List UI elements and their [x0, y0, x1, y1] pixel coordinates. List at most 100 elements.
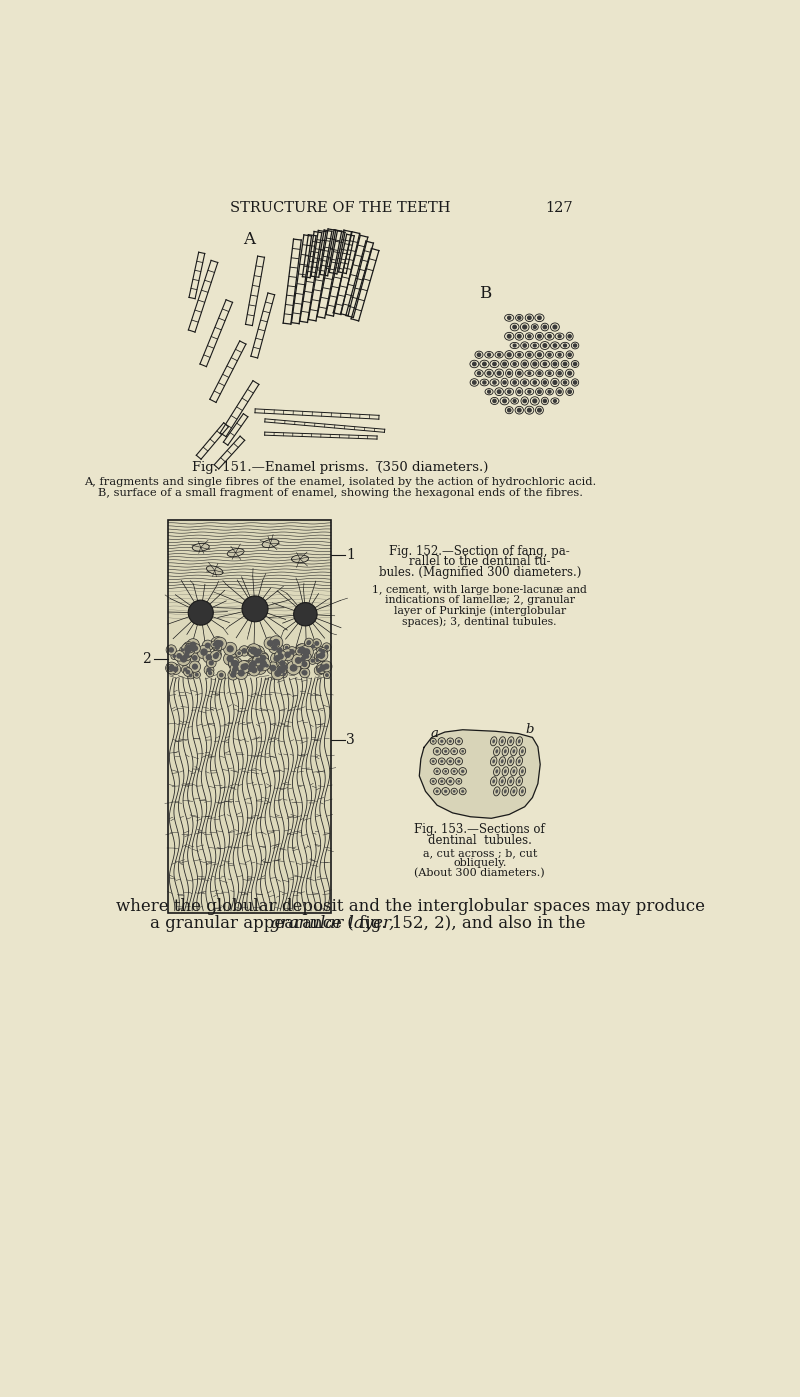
Circle shape	[214, 644, 222, 651]
Circle shape	[574, 362, 577, 366]
Ellipse shape	[504, 770, 506, 774]
Circle shape	[187, 645, 192, 651]
Circle shape	[455, 738, 462, 745]
Circle shape	[242, 597, 268, 622]
Circle shape	[300, 668, 310, 678]
Circle shape	[438, 778, 445, 785]
Circle shape	[270, 665, 276, 672]
Ellipse shape	[516, 777, 522, 787]
Circle shape	[200, 648, 208, 655]
Circle shape	[548, 353, 551, 356]
Circle shape	[482, 362, 486, 366]
Circle shape	[251, 666, 258, 673]
Ellipse shape	[518, 780, 521, 784]
Circle shape	[240, 664, 247, 671]
Circle shape	[548, 390, 551, 393]
Circle shape	[518, 353, 521, 356]
Circle shape	[498, 390, 501, 394]
Circle shape	[248, 648, 252, 652]
Circle shape	[533, 381, 537, 384]
Circle shape	[478, 372, 481, 374]
Circle shape	[211, 641, 218, 648]
Circle shape	[487, 353, 490, 356]
Circle shape	[312, 638, 322, 648]
Circle shape	[226, 655, 234, 662]
Text: 1: 1	[346, 548, 355, 562]
Circle shape	[534, 326, 536, 328]
Circle shape	[180, 647, 186, 652]
Circle shape	[267, 662, 279, 675]
Text: a granular appearance (: a granular appearance (	[150, 915, 354, 932]
Circle shape	[277, 658, 288, 669]
Circle shape	[280, 661, 284, 665]
Ellipse shape	[494, 767, 500, 775]
Circle shape	[488, 390, 490, 393]
Circle shape	[473, 362, 476, 366]
Circle shape	[206, 658, 216, 668]
Circle shape	[187, 638, 199, 651]
Circle shape	[543, 344, 546, 348]
Circle shape	[182, 665, 190, 673]
Text: A, fragments and single fibres of the enamel, isolated by the action of hydrochl: A, fragments and single fibres of the en…	[84, 476, 596, 486]
Circle shape	[298, 650, 302, 654]
Circle shape	[483, 381, 486, 384]
Circle shape	[513, 381, 516, 384]
Circle shape	[558, 335, 561, 338]
Circle shape	[507, 408, 511, 412]
Circle shape	[434, 788, 441, 795]
Circle shape	[284, 651, 291, 658]
Circle shape	[498, 353, 501, 356]
Circle shape	[269, 643, 280, 654]
Circle shape	[182, 652, 189, 659]
Circle shape	[322, 643, 331, 651]
Circle shape	[254, 651, 260, 657]
Circle shape	[523, 400, 526, 402]
Circle shape	[214, 637, 226, 650]
Ellipse shape	[499, 736, 506, 746]
Circle shape	[214, 640, 222, 647]
Ellipse shape	[504, 749, 506, 753]
Circle shape	[438, 738, 446, 745]
Circle shape	[277, 666, 284, 673]
Circle shape	[543, 362, 546, 366]
Text: 127: 127	[545, 201, 573, 215]
Ellipse shape	[502, 787, 509, 796]
Ellipse shape	[513, 749, 515, 753]
Circle shape	[453, 770, 456, 773]
Circle shape	[548, 372, 551, 374]
Text: granular layer,: granular layer,	[270, 915, 395, 932]
Circle shape	[234, 666, 248, 679]
Bar	[168, 520, 331, 914]
Circle shape	[232, 669, 237, 675]
Circle shape	[282, 648, 294, 661]
Circle shape	[473, 381, 476, 384]
Circle shape	[440, 780, 443, 782]
Circle shape	[282, 665, 288, 671]
Circle shape	[493, 381, 496, 384]
Text: a: a	[431, 726, 438, 740]
Text: indications of lamellæ; 2, granular: indications of lamellæ; 2, granular	[385, 595, 574, 605]
Circle shape	[554, 344, 557, 348]
Circle shape	[318, 652, 326, 658]
Circle shape	[434, 747, 441, 756]
Circle shape	[450, 747, 458, 754]
Circle shape	[502, 362, 506, 366]
Circle shape	[296, 644, 307, 655]
Circle shape	[246, 661, 258, 672]
Circle shape	[310, 658, 314, 662]
Circle shape	[563, 344, 566, 346]
Circle shape	[242, 648, 247, 654]
Circle shape	[254, 648, 262, 655]
Circle shape	[279, 661, 286, 666]
Circle shape	[309, 657, 316, 665]
Circle shape	[449, 780, 452, 784]
Circle shape	[442, 788, 450, 795]
Ellipse shape	[521, 770, 524, 774]
Circle shape	[204, 665, 214, 675]
Circle shape	[210, 651, 221, 662]
Circle shape	[527, 408, 531, 412]
Circle shape	[444, 750, 447, 753]
Circle shape	[278, 659, 286, 668]
Circle shape	[214, 652, 219, 657]
Circle shape	[528, 316, 531, 320]
